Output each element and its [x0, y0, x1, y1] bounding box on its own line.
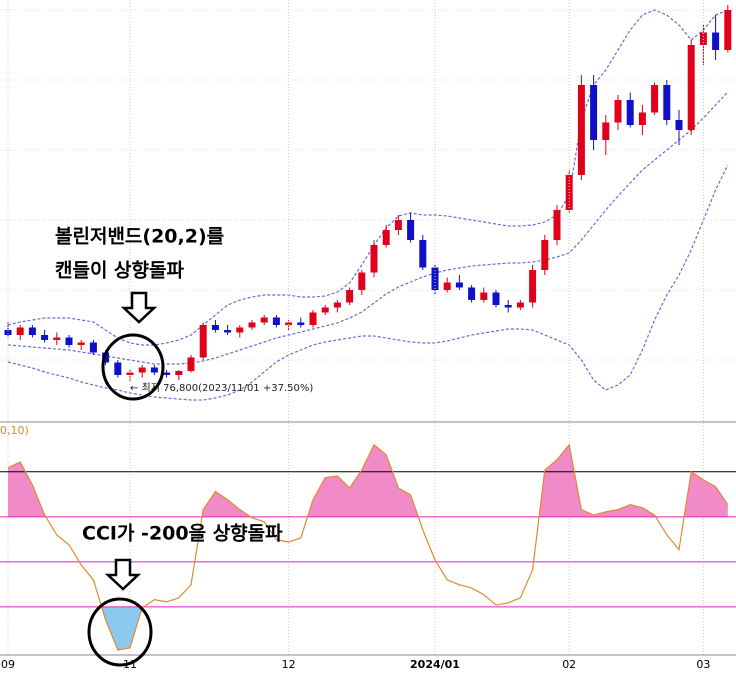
candle-body — [675, 120, 683, 130]
candle-body — [285, 322, 293, 325]
candle-body — [187, 357, 195, 371]
candle-body — [492, 292, 500, 305]
candle-body — [651, 85, 659, 113]
candle-body — [28, 327, 36, 335]
candle-body — [53, 337, 61, 340]
x-tick-label: 09 — [1, 658, 15, 671]
candle-body — [4, 330, 12, 335]
highlight-circle — [101, 333, 165, 401]
candle-body — [248, 322, 256, 328]
annotation: 볼린저밴드(20,2)를 — [55, 226, 224, 248]
candle-body — [175, 371, 183, 375]
candle-body — [163, 372, 171, 375]
candle-body — [468, 287, 476, 300]
low-label: ← 최저 76,800(2023/11/01 +37.50%) — [130, 382, 313, 394]
candle-body — [77, 342, 85, 345]
candle-body — [138, 367, 146, 373]
highlight-circle — [87, 597, 153, 667]
candle-body — [712, 32, 720, 50]
candle-body — [333, 302, 341, 308]
candle-body — [382, 230, 390, 245]
candle-body — [199, 325, 207, 358]
x-tick-label: 02 — [562, 658, 576, 671]
candle-body — [407, 220, 415, 240]
candle-body — [529, 270, 537, 303]
candle-body — [577, 85, 585, 175]
x-tick-label: 12 — [282, 658, 296, 671]
candle-body — [260, 317, 268, 323]
candle-body — [236, 327, 244, 333]
candle-body — [480, 292, 488, 300]
candle-body — [126, 372, 134, 375]
candle-body — [114, 362, 122, 375]
candle-body — [309, 312, 317, 325]
candle-body — [455, 282, 463, 288]
cci-fill-high — [8, 444, 728, 517]
arrow — [120, 291, 158, 324]
bollinger-band — [7, 9, 729, 346]
annotation: CCI가 -200을 상향돌파 — [82, 523, 283, 545]
candle-body — [89, 342, 97, 353]
candle-body — [687, 45, 695, 130]
candle-body — [638, 112, 646, 125]
candle-body — [224, 330, 232, 333]
candle-body — [626, 100, 634, 125]
x-tick-label: 2024/01 — [410, 658, 460, 671]
candle-body — [297, 322, 305, 325]
candle-body — [663, 85, 671, 120]
candle-body — [211, 325, 219, 330]
candle-body — [370, 245, 378, 273]
candle-body — [724, 10, 732, 50]
arrow — [104, 558, 142, 591]
candle-body — [272, 317, 280, 325]
candle-body — [553, 210, 561, 240]
candle-body — [321, 307, 329, 313]
candle-body — [65, 337, 73, 345]
candle-body — [516, 302, 524, 308]
cci-label: 0,10) — [0, 424, 29, 437]
candle-body — [443, 282, 451, 290]
x-tick-label: 03 — [696, 658, 710, 671]
cci-line — [7, 443, 729, 651]
candle-body — [346, 290, 354, 303]
bollinger-band — [7, 164, 729, 401]
annotation: 캔들이 상향돌파 — [55, 260, 184, 282]
candle-body — [699, 32, 707, 45]
candle-body — [614, 100, 622, 123]
candle-body — [16, 327, 24, 335]
candle-body — [504, 305, 512, 308]
candle-body — [541, 240, 549, 270]
bollinger-band — [7, 91, 729, 365]
candle-body — [602, 122, 610, 140]
candle-body — [358, 272, 366, 290]
candle-body — [590, 85, 598, 140]
candle-body — [150, 367, 158, 373]
candle-body — [419, 240, 427, 268]
candle-body — [394, 220, 402, 230]
candle-body — [41, 335, 49, 340]
candle-body — [431, 267, 439, 290]
